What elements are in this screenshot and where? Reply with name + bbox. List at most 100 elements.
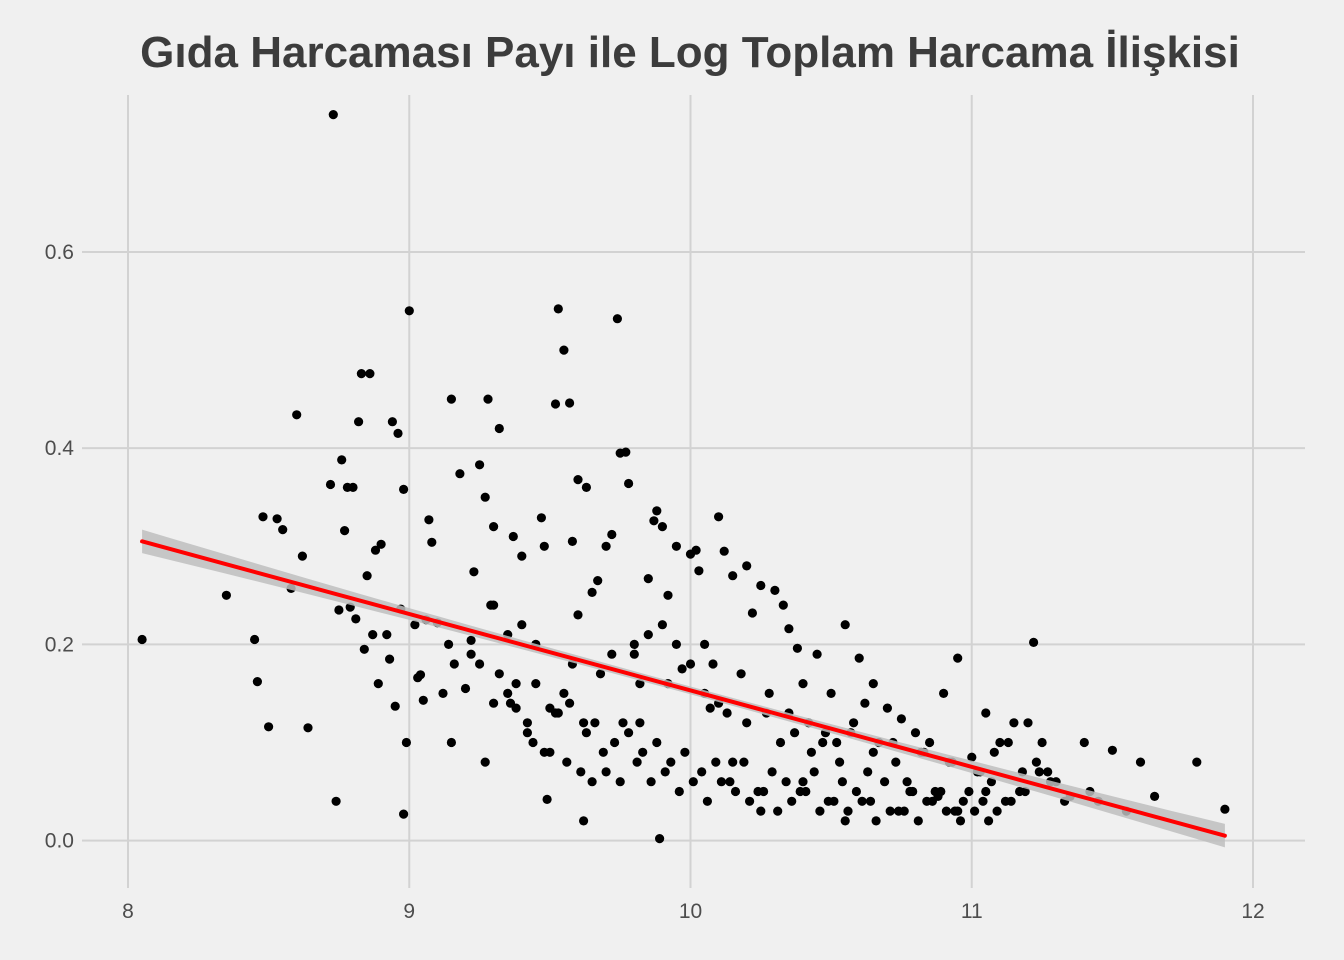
data-point <box>376 539 386 549</box>
data-point <box>553 304 563 314</box>
data-point <box>1079 737 1089 748</box>
data-point <box>865 796 876 806</box>
data-point <box>536 513 547 523</box>
y-tick-label: 0.0 <box>45 830 74 853</box>
data-point <box>728 757 738 767</box>
data-point <box>700 639 710 650</box>
data-point <box>941 806 952 816</box>
data-point <box>826 688 836 699</box>
data-point <box>399 809 409 819</box>
data-point <box>505 698 516 708</box>
data-point <box>837 777 848 787</box>
data-point <box>798 777 808 787</box>
data-point <box>387 417 397 427</box>
data-point <box>705 703 715 713</box>
data-point <box>480 492 490 502</box>
data-point <box>725 777 735 787</box>
data-point <box>910 728 921 738</box>
axes: 8 9 10 11 12 0.0 0.2 0.4 0.6 <box>45 241 1265 923</box>
data-point <box>809 767 819 777</box>
data-point <box>885 806 895 816</box>
data-point <box>550 399 561 409</box>
data-point <box>475 460 485 470</box>
data-point <box>925 737 935 748</box>
data-point <box>559 345 569 355</box>
data-point <box>784 624 794 634</box>
data-point <box>829 796 839 806</box>
data-point <box>258 512 268 522</box>
data-point <box>981 786 991 797</box>
data-point <box>522 728 533 738</box>
x-tick-label: 12 <box>1241 900 1264 923</box>
data-point <box>466 649 476 659</box>
data-point <box>272 514 282 524</box>
data-point <box>595 669 606 679</box>
data-point <box>671 639 682 650</box>
data-points <box>137 110 1230 844</box>
data-point <box>677 664 687 674</box>
data-point <box>401 737 411 748</box>
data-point <box>818 737 828 748</box>
data-point <box>638 747 648 757</box>
data-point <box>598 747 608 757</box>
data-point <box>567 536 578 547</box>
data-point <box>908 786 918 797</box>
x-tick-label: 11 <box>961 900 983 923</box>
data-point <box>967 752 977 762</box>
data-point <box>798 679 808 689</box>
data-point <box>292 410 302 420</box>
data-point <box>581 482 592 492</box>
x-tick-label: 9 <box>403 900 415 923</box>
data-point <box>624 728 634 738</box>
data-point <box>688 777 698 787</box>
data-point <box>635 718 645 728</box>
data-point <box>424 515 434 525</box>
data-point <box>756 806 766 816</box>
data-point <box>646 777 656 787</box>
data-point <box>964 786 974 797</box>
data-point <box>624 478 634 489</box>
data-point <box>902 777 912 787</box>
data-point <box>427 537 437 547</box>
data-point <box>815 806 825 816</box>
data-point <box>790 728 800 738</box>
data-point <box>863 767 873 777</box>
data-point <box>955 816 966 826</box>
data-point <box>587 587 597 598</box>
data-point <box>337 455 347 465</box>
data-point <box>390 701 400 711</box>
data-point <box>1192 757 1202 767</box>
data-point <box>691 545 701 555</box>
data-point <box>415 670 426 680</box>
data-point <box>489 600 499 610</box>
data-point <box>697 767 707 777</box>
data-point <box>362 571 372 581</box>
data-point <box>328 110 338 120</box>
data-point <box>896 714 907 724</box>
data-point <box>666 757 676 767</box>
data-point <box>356 369 366 379</box>
data-point <box>331 796 341 806</box>
data-point <box>559 688 569 699</box>
data-point <box>393 428 403 438</box>
data-point <box>460 683 471 694</box>
data-point <box>1043 767 1053 777</box>
data-point <box>475 659 485 669</box>
data-point <box>278 525 288 535</box>
data-point <box>939 688 949 699</box>
data-point <box>764 688 774 699</box>
data-point <box>469 567 479 577</box>
data-point <box>607 649 617 659</box>
data-point <box>981 708 991 718</box>
regression-line <box>140 539 1227 838</box>
data-point <box>629 649 639 659</box>
x-tick-label: 8 <box>122 900 134 923</box>
data-point <box>649 516 659 526</box>
data-point <box>927 796 938 806</box>
data-point <box>385 654 395 664</box>
chart-title: Gıda Harcaması Payı ile Log Toplam Harca… <box>140 28 1240 77</box>
data-point <box>986 777 997 787</box>
data-point <box>857 796 867 806</box>
data-point <box>579 816 589 826</box>
